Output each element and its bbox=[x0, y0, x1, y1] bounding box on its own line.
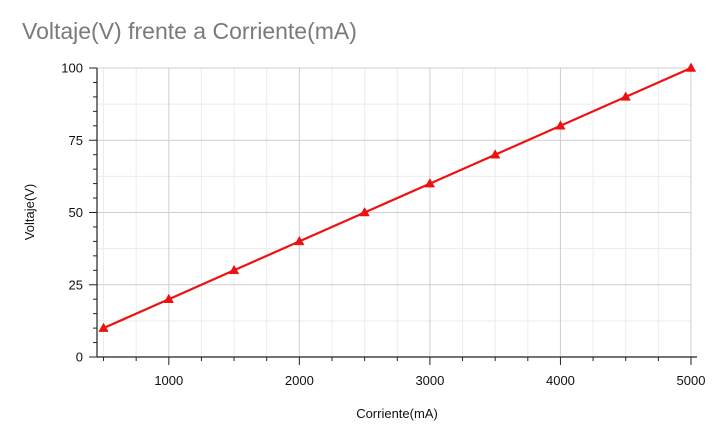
y-tick-label: 0 bbox=[76, 350, 83, 365]
tick-labels: 0 25 50 75 100 1000 2000 3000 4000 5000 bbox=[61, 61, 705, 389]
x-tick-label: 2000 bbox=[285, 373, 314, 388]
y-tick-label: 50 bbox=[69, 205, 83, 220]
chart-title: Voltaje(V) frente a Corriente(mA) bbox=[22, 18, 357, 44]
data-point-marker bbox=[620, 91, 631, 101]
axis-ticks bbox=[89, 67, 692, 365]
data-point-marker bbox=[424, 178, 436, 188]
data-point-marker bbox=[489, 149, 501, 159]
x-tick-label: 5000 bbox=[677, 373, 706, 388]
major-grid bbox=[97, 67, 692, 358]
data-point-marker bbox=[359, 206, 370, 217]
data-point-marker bbox=[228, 264, 240, 275]
y-axis-title: Voltaje(V) bbox=[22, 184, 37, 240]
data-point-marker bbox=[163, 293, 174, 303]
x-tick-label: 4000 bbox=[546, 373, 575, 388]
x-tick-label: 3000 bbox=[415, 373, 444, 388]
series-line bbox=[103, 66, 692, 330]
y-tick-label: 100 bbox=[61, 61, 83, 76]
data-point-marker bbox=[294, 235, 305, 246]
x-tick-label: 1000 bbox=[154, 373, 183, 388]
data-point-marker bbox=[685, 62, 697, 72]
data-point-marker bbox=[555, 120, 566, 130]
y-tick-label: 75 bbox=[69, 133, 83, 148]
x-axis-title: Corriente(mA) bbox=[356, 406, 438, 421]
data-point-marker bbox=[98, 322, 109, 332]
y-tick-label: 25 bbox=[69, 277, 83, 292]
series-group bbox=[98, 62, 697, 332]
